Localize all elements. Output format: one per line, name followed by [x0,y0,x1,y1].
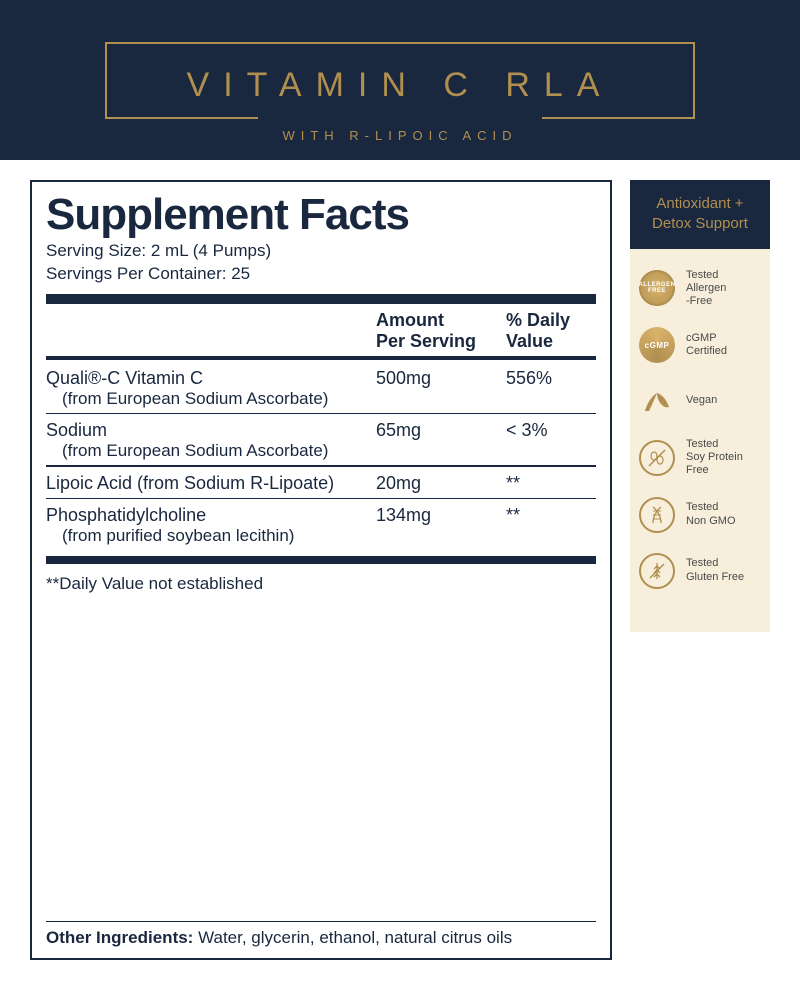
servings-per-container: Servings Per Container: 25 [46,263,596,286]
gluten-free-icon [638,552,676,590]
badge-row: cGMP cGMPCertified [638,326,762,364]
badge-label: cGMPCertified [686,332,727,358]
serving-size: Serving Size: 2 mL (4 Pumps) [46,240,596,263]
badge-label: TestedAllergen-Free [686,269,726,309]
table-row: Sodium(from European Sodium Ascorbate)65… [46,416,596,463]
soy-free-icon [638,439,676,477]
other-ingredients: Other Ingredients: Water, glycerin, etha… [46,921,596,948]
badge-label: TestedGluten Free [686,557,744,583]
col-amount: AmountPer Serving [376,310,506,352]
badge-label: TestedSoy ProteinFree [686,438,743,478]
table-row: Lipoic Acid (from Sodium R-Lipoate)20mg*… [46,469,596,496]
badge-row: Vegan [638,382,762,420]
badge-label: TestedNon GMO [686,501,736,527]
allergen-free-icon: ALLERGENFREE [638,269,676,307]
product-title: VITAMIN C RLA [187,66,614,105]
table-row: Phosphatidylcholine(from purified soybea… [46,501,596,548]
badge-row: TestedGluten Free [638,552,762,590]
column-headers: AmountPer Serving % DailyValue [46,308,596,354]
col-dv: % DailyValue [506,310,596,352]
sidebar-heading: Antioxidant + Detox Support [630,180,770,249]
badge-label: Vegan [686,394,717,407]
vegan-icon [638,382,676,420]
product-subtitle: WITH R-LIPOIC ACID [270,128,529,143]
cgmp-icon: cGMP [638,326,676,364]
badge-row: TestedNon GMO [638,496,762,534]
non-gmo-icon [638,496,676,534]
table-row: Quali®-C Vitamin C(from European Sodium … [46,364,596,411]
supplement-facts-panel: Supplement Facts Serving Size: 2 mL (4 P… [30,180,612,960]
sidebar: Antioxidant + Detox Support ALLERGENFREE… [630,180,770,960]
header-banner: VITAMIN C RLA WITH R-LIPOIC ACID [0,0,800,160]
facts-heading: Supplement Facts [46,190,596,240]
dv-footnote: **Daily Value not established [46,568,596,594]
badge-row: TestedSoy ProteinFree [638,438,762,478]
header-box: VITAMIN C RLA WITH R-LIPOIC ACID [105,42,696,119]
badge-row: ALLERGENFREE TestedAllergen-Free [638,269,762,309]
